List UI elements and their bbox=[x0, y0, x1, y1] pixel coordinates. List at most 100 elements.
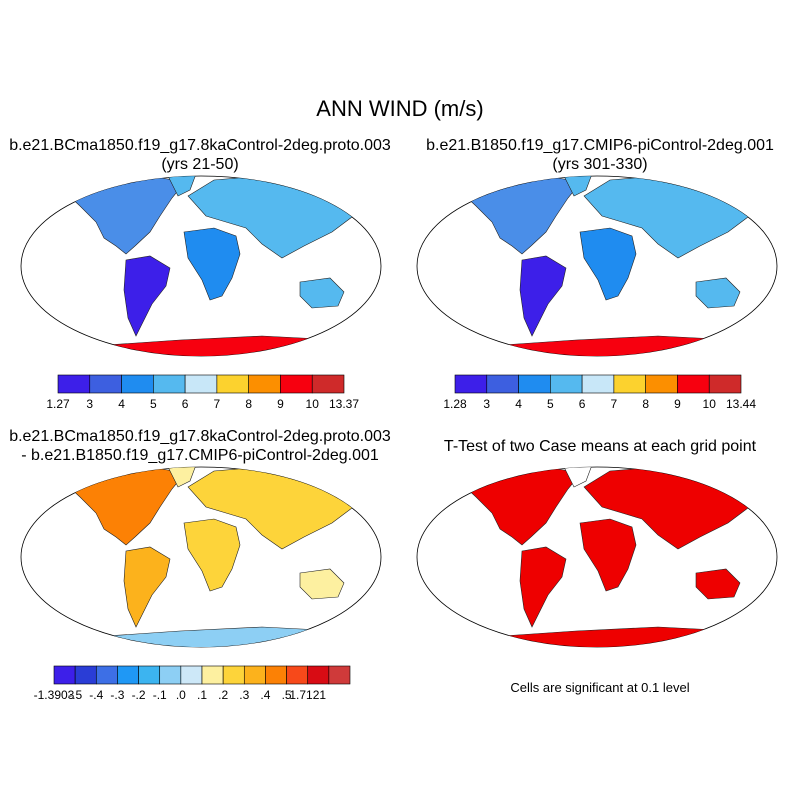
colorbar-tick-label: 7 bbox=[611, 397, 618, 411]
colorbar-box bbox=[581, 374, 615, 394]
south-america-land bbox=[519, 255, 567, 337]
colorbar-box bbox=[74, 665, 97, 685]
greenland-land bbox=[167, 176, 197, 197]
colorbar-difference: -1.3903-.5 -.4 -.3 -.2 -.1 .0 .1 .2 .3 .4 .51.7121 bbox=[34, 665, 351, 702]
panel-case1-title-line1: b.e21.BCma1850.f19_g17.8kaControl-2deg.p… bbox=[9, 137, 391, 154]
colorbar-tick-label: .4 bbox=[260, 688, 270, 702]
colorbar-box bbox=[307, 665, 330, 685]
colorbar-tick-label: .3 bbox=[239, 688, 249, 702]
colorbar-box bbox=[677, 374, 710, 394]
colorbar-box bbox=[518, 374, 551, 394]
colorbar-tick-label: 10 bbox=[306, 397, 320, 411]
colorbar-box bbox=[486, 374, 519, 394]
colorbar-tick-label: 8 bbox=[245, 397, 252, 411]
colorbar-tick-label: .5 bbox=[282, 688, 292, 702]
greenland-land bbox=[563, 467, 593, 488]
colorbar-box bbox=[216, 374, 249, 394]
australia-land bbox=[695, 277, 741, 309]
greenland-land bbox=[167, 467, 197, 488]
colorbar-box bbox=[328, 665, 351, 685]
colorbar-tick-label: -.3 bbox=[110, 688, 124, 702]
australia-land bbox=[695, 568, 741, 600]
colorbar-box bbox=[184, 374, 218, 394]
colorbar-box bbox=[280, 374, 313, 394]
colorbar-tick-label: 4 bbox=[515, 397, 522, 411]
figure-title: ANN WIND (m/s) bbox=[316, 96, 484, 121]
colorbar-box bbox=[645, 374, 678, 394]
colorbar-tick-label: 1.28 bbox=[443, 397, 467, 411]
colorbar-box bbox=[159, 665, 182, 685]
colorbar-box bbox=[53, 665, 76, 685]
colorbar-box bbox=[248, 374, 281, 394]
south-america-land bbox=[123, 255, 171, 337]
colorbar-tick-label: 3 bbox=[86, 397, 93, 411]
map-panel-ttest bbox=[416, 466, 778, 648]
colorbar-tick-label: .2 bbox=[218, 688, 228, 702]
colorbar-box bbox=[95, 665, 118, 685]
south-america-land bbox=[519, 546, 567, 628]
colorbar-tick-label: 5 bbox=[150, 397, 157, 411]
colorbar-box bbox=[201, 665, 224, 685]
colorbar-box bbox=[708, 374, 742, 394]
colorbar-box bbox=[89, 374, 122, 394]
antarctica-land bbox=[417, 626, 777, 647]
map-panel-difference bbox=[20, 466, 382, 648]
colorbar-box bbox=[311, 374, 345, 394]
colorbar-tick-label: 9 bbox=[674, 397, 681, 411]
colorbar-box bbox=[138, 665, 161, 685]
panel-case1-title: b.e21.BCma1850.f19_g17.8kaControl-2deg.p… bbox=[0, 136, 400, 174]
colorbar-case1: 1.27 3 4 5 6 7 8 9 10 13.37 bbox=[46, 374, 359, 411]
colorbar-tick-label: 5 bbox=[547, 397, 554, 411]
panel-ttest-note: Cells are significant at 0.1 level bbox=[510, 680, 690, 695]
colorbar-tick-label: 3 bbox=[483, 397, 490, 411]
africa-land bbox=[579, 227, 637, 301]
colorbar-box bbox=[222, 665, 245, 685]
colorbar-tick-label: 13.37 bbox=[329, 397, 359, 411]
colorbar-tick-label: 10 bbox=[703, 397, 717, 411]
colorbar-tick-label: -.5 bbox=[68, 688, 82, 702]
colorbar-tick-label: -1.3903 bbox=[34, 688, 75, 702]
colorbar-box bbox=[121, 374, 154, 394]
africa-land bbox=[183, 518, 241, 592]
map-panel-case1 bbox=[20, 175, 382, 357]
colorbar-box bbox=[153, 374, 186, 394]
colorbar-box bbox=[117, 665, 139, 685]
colorbar-tick-label: 6 bbox=[182, 397, 189, 411]
colorbar-case2: 1.28 3 4 5 6 7 8 9 10 13.44 bbox=[443, 374, 756, 411]
colorbar-tick-label: 13.44 bbox=[726, 397, 756, 411]
south-america-land bbox=[123, 546, 171, 628]
map-panel-case2 bbox=[416, 175, 778, 357]
colorbar-tick-label: 1.27 bbox=[46, 397, 70, 411]
antarctica-land bbox=[21, 626, 381, 647]
colorbar-tick-label: -.2 bbox=[132, 688, 146, 702]
colorbar-tick-label: 9 bbox=[277, 397, 284, 411]
australia-land bbox=[299, 277, 345, 309]
colorbar-box bbox=[550, 374, 583, 394]
colorbar-tick-label: 4 bbox=[118, 397, 125, 411]
africa-land bbox=[183, 227, 241, 301]
colorbar-box bbox=[180, 665, 203, 685]
panel-case2-title-line1: b.e21.B1850.f19_g17.CMIP6-piControl-2deg… bbox=[426, 137, 774, 154]
colorbar-box bbox=[613, 374, 646, 394]
panel-ttest-title: T-Test of two Case means at each grid po… bbox=[443, 438, 757, 455]
colorbar-tick-label: -.1 bbox=[153, 688, 167, 702]
colorbars: 1.27 3 4 5 6 7 8 9 10 13.37 1.28 3 4 5 6 7 8 9 10 13.44 -1.3… bbox=[34, 374, 756, 702]
panel-diff-title-line2: - b.e21.B1850.f19_g17.CMIP6-piControl-2d… bbox=[21, 447, 379, 464]
antarctica-land bbox=[21, 335, 381, 356]
panel-diff-title: b.e21.BCma1850.f19_g17.8kaControl-2deg.p… bbox=[0, 427, 400, 465]
colorbar-tick-label: 6 bbox=[579, 397, 586, 411]
colorbar-tick-label: 8 bbox=[642, 397, 649, 411]
panel-case2-title-line2: (yrs 301-330) bbox=[552, 156, 648, 173]
colorbar-tick-label: 1.7121 bbox=[289, 688, 326, 702]
panel-case1-title-line2: (yrs 21-50) bbox=[161, 156, 239, 173]
colorbar-tick-label: -.4 bbox=[89, 688, 103, 702]
colorbar-box bbox=[57, 374, 91, 394]
greenland-land bbox=[563, 176, 593, 197]
antarctica-land bbox=[417, 335, 777, 356]
colorbar-box bbox=[265, 665, 287, 685]
colorbar-box bbox=[286, 665, 309, 685]
panel-diff-title-line1: b.e21.BCma1850.f19_g17.8kaControl-2deg.p… bbox=[9, 428, 391, 445]
australia-land bbox=[299, 568, 345, 600]
colorbar-box bbox=[454, 374, 488, 394]
